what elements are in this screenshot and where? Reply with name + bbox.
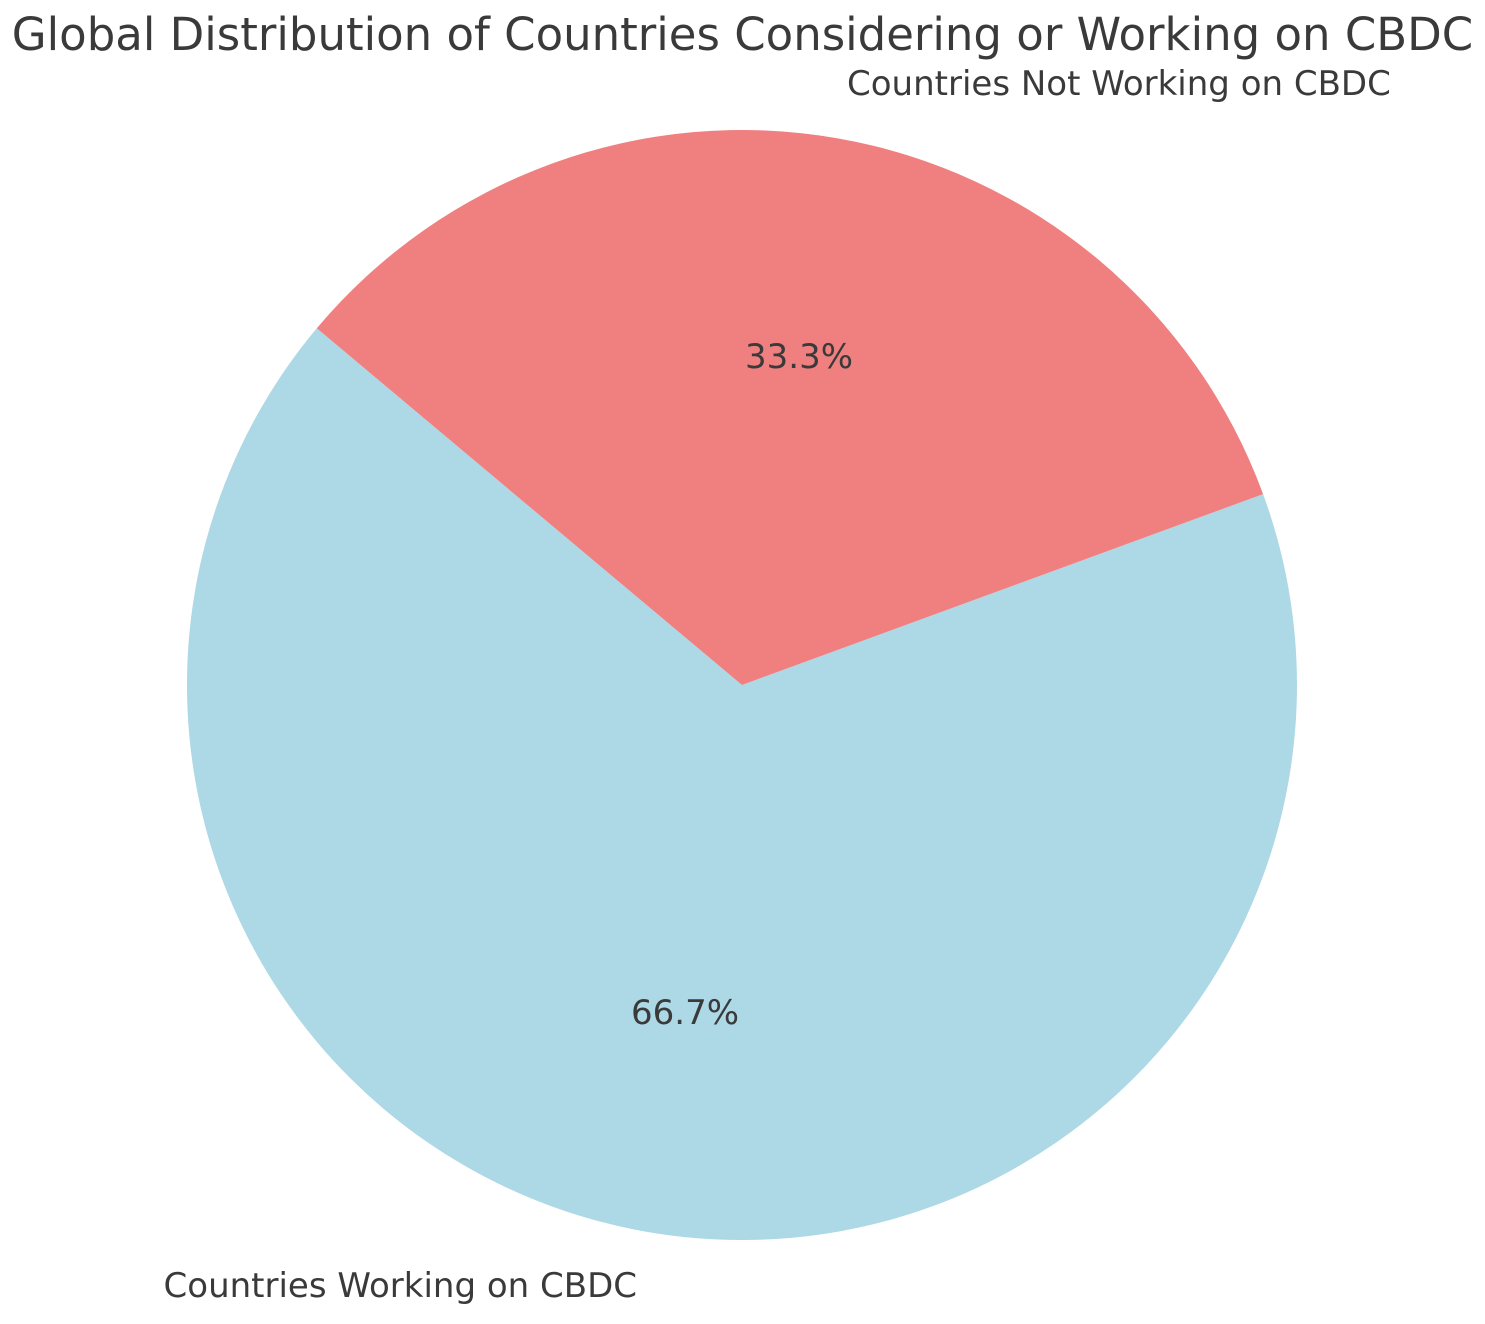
pie-slice-countries-not-working-on-cbdc [316,130,1264,686]
pct-label-countries-working-on-cbdc: 66.7% [630,993,740,1033]
slice-label-countries-not-working-on-cbdc: Countries Not Working on CBDC [847,64,1391,104]
chart-title: Global Distribution of Countries Conside… [11,8,1474,61]
slice-label-countries-working-on-cbdc: Countries Working on CBDC [163,1266,637,1306]
pct-label-countries-not-working-on-cbdc: 33.3% [744,337,854,377]
pie-slice-countries-working-on-cbdc [186,328,1297,1241]
